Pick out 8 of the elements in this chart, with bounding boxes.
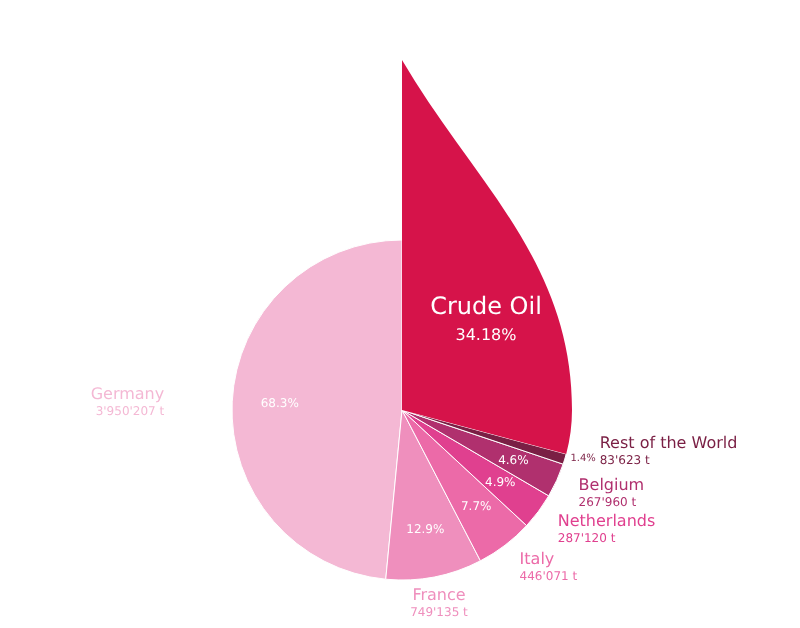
slice-label: Netherlands xyxy=(557,511,656,530)
slice-label: Rest of the World xyxy=(599,434,738,453)
text: 34.18% xyxy=(455,326,518,344)
slice-label: Belgium xyxy=(578,476,645,495)
text: Crude Oil xyxy=(430,292,542,320)
slice-label: Germany xyxy=(90,384,165,403)
slice-label: Italy xyxy=(519,550,555,569)
slice-label: France xyxy=(412,586,466,605)
